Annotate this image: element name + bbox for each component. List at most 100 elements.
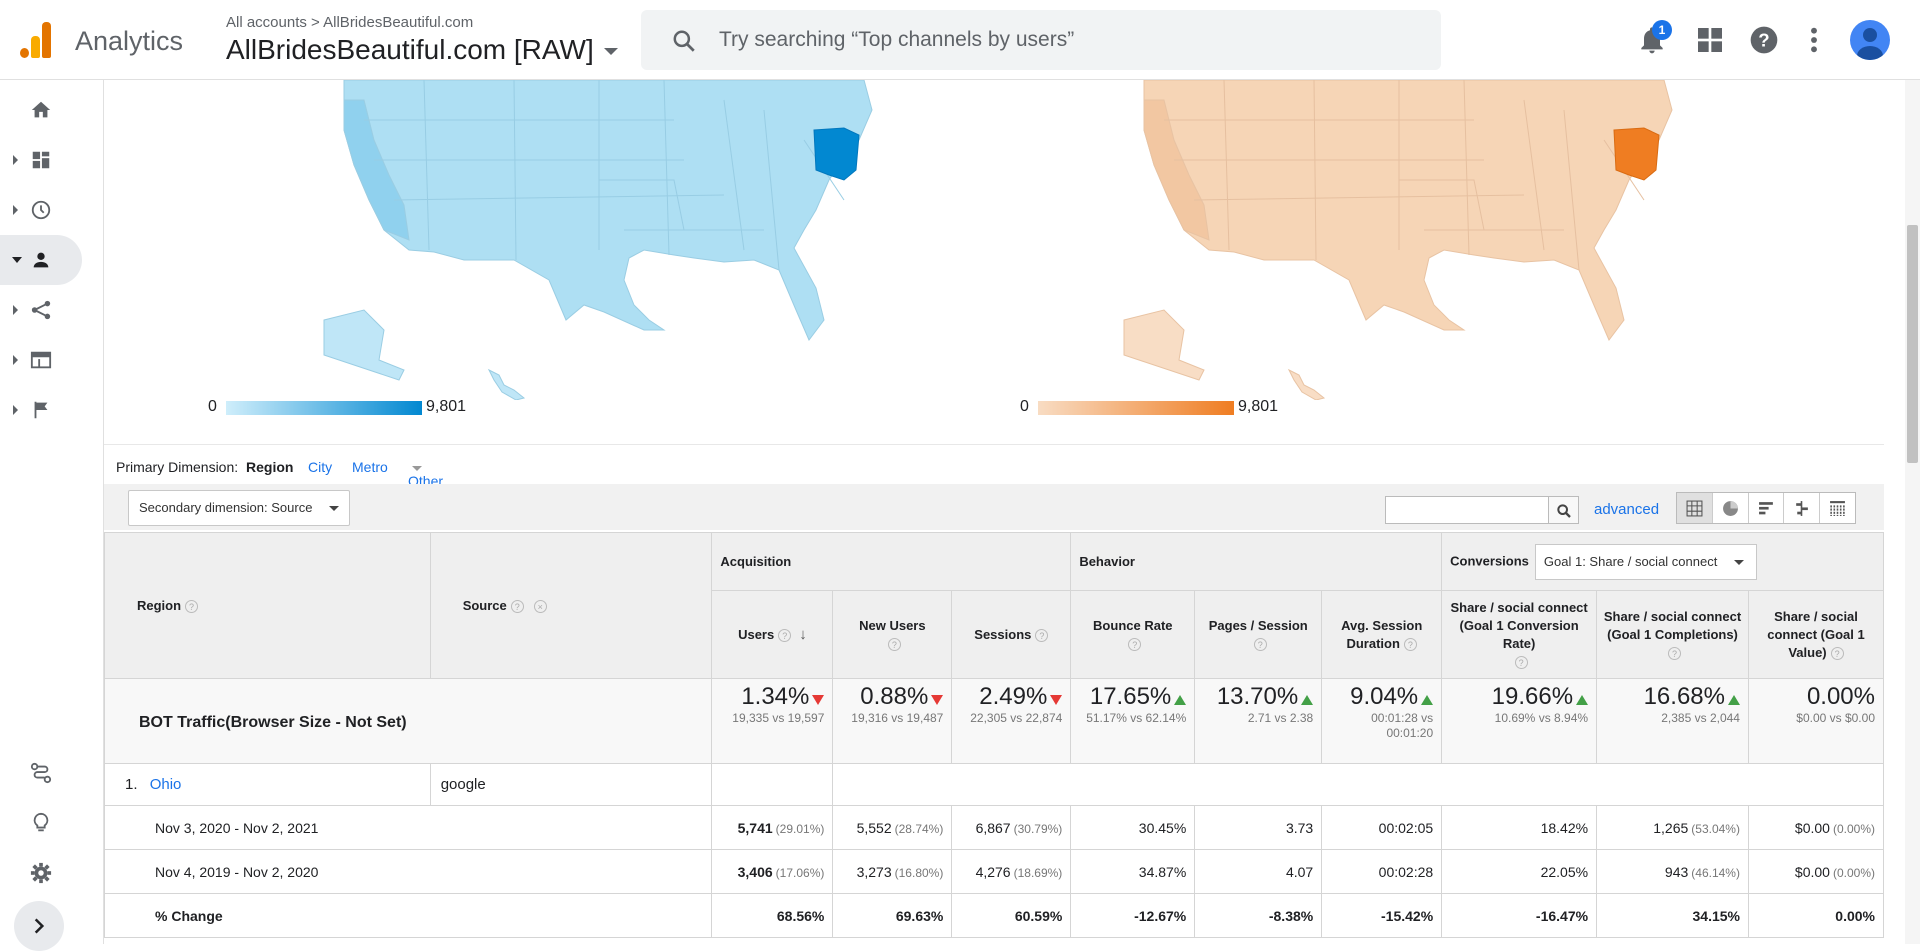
nav-realtime[interactable] — [0, 185, 82, 235]
dashboard-icon — [32, 151, 50, 169]
breadcrumb[interactable]: All accounts > AllBridesBeautiful.com — [226, 14, 474, 31]
search-input[interactable] — [719, 24, 1419, 56]
map-left-min: 0 — [208, 398, 217, 415]
users-map-current[interactable] — [204, 80, 1024, 400]
col-new-users[interactable]: New Users? — [832, 590, 953, 679]
users-map-previous[interactable] — [1004, 80, 1824, 400]
help-icon[interactable]: ? — [1253, 637, 1267, 651]
metric-value: 34.87% — [1138, 863, 1187, 880]
col-sessions[interactable]: Sessions? — [951, 590, 1072, 679]
table-filter-button[interactable] — [1549, 496, 1579, 524]
help-icon[interactable]: ? — [1128, 637, 1142, 651]
pie-view-button[interactable] — [1713, 493, 1749, 523]
secondary-dimension-select[interactable]: Secondary dimension: Source — [128, 490, 350, 526]
col-goal-value[interactable]: Share / social connect (Goal 1 Value)? — [1747, 590, 1884, 679]
compare-view-button[interactable] — [1784, 493, 1821, 523]
metric-cell: 30.45% — [1070, 805, 1196, 850]
help-icon[interactable]: ? — [1403, 637, 1417, 651]
nav-customization[interactable] — [0, 135, 82, 185]
col-goal-completions[interactable]: Share / social connect (Goal 1 Completio… — [1596, 590, 1749, 679]
nav-admin[interactable] — [0, 848, 82, 898]
nav-audience[interactable] — [0, 235, 82, 285]
metric-cell: 22.05% — [1441, 849, 1598, 894]
col-region[interactable]: Region? — [104, 532, 431, 679]
more-vert-icon[interactable] — [1798, 24, 1830, 56]
page-scrollbar[interactable] — [1905, 80, 1920, 944]
metric-cell: 00:02:05 — [1321, 805, 1443, 850]
help-icon[interactable]: ? — [778, 628, 792, 642]
nav-attribution[interactable] — [0, 748, 82, 798]
advanced-filter-link[interactable]: advanced — [1594, 501, 1660, 518]
dimension-city[interactable]: City — [308, 459, 333, 475]
metric-percent: (30.79%) — [1013, 821, 1063, 836]
account-avatar[interactable] — [1850, 20, 1890, 60]
apps-grid-icon[interactable] — [1694, 24, 1726, 56]
help-icon[interactable]: ? — [1830, 646, 1844, 660]
col-users[interactable]: Users? ↓ — [711, 590, 834, 679]
group-acquisition: Acquisition — [711, 532, 1072, 591]
scrollbar-thumb[interactable] — [1907, 225, 1918, 463]
period-label: Nov 4, 2019 - Nov 2, 2020 — [104, 849, 713, 894]
total-detail: 51.17% vs 62.14% — [1086, 711, 1187, 725]
map-hawaii — [487, 368, 526, 400]
property-selector[interactable]: AllBridesBeautiful.com [RAW] — [226, 34, 618, 66]
col-bounce-rate[interactable]: Bounce Rate? — [1070, 590, 1196, 679]
dimension-other[interactable]: Other — [408, 459, 443, 489]
table-view-button[interactable] — [1677, 493, 1713, 523]
map-left-legend-bar — [226, 401, 422, 415]
help-icon[interactable]: ? — [1668, 646, 1682, 660]
nav-discover[interactable] — [0, 798, 82, 848]
col-pages-session[interactable]: Pages / Session? — [1194, 590, 1323, 679]
metric-value: 00:02:28 — [1378, 863, 1434, 880]
nav-home[interactable] — [0, 85, 82, 135]
dimension-region[interactable]: Region — [246, 459, 294, 475]
collapse-arrow-icon — [12, 257, 22, 263]
col-avg-session-duration[interactable]: Avg. Session Duration? — [1321, 590, 1443, 679]
metric-cell: 4.07 — [1194, 849, 1323, 894]
remove-dimension-icon[interactable]: × — [533, 600, 547, 614]
notification-badge: 1 — [1652, 20, 1672, 40]
help-icon[interactable]: ? — [1748, 24, 1780, 56]
col-source[interactable]: Source? × — [429, 532, 713, 679]
metric-cell: 3,406 (17.06%) — [711, 849, 834, 894]
metric-value: $0.00 — [1794, 863, 1830, 880]
pivot-view-button[interactable] — [1820, 493, 1855, 523]
dimension-metro[interactable]: Metro — [352, 459, 388, 475]
table-filter-input[interactable] — [1385, 496, 1549, 524]
help-icon[interactable]: ? — [1514, 655, 1528, 669]
search-box[interactable] — [641, 10, 1441, 70]
sort-arrow-icon[interactable]: ↓ — [799, 625, 807, 643]
help-icon[interactable]: ? — [510, 600, 524, 614]
metric-value: 3,406 — [737, 863, 773, 880]
goal-select[interactable]: Goal 1: Share / social connect — [1534, 543, 1757, 580]
totals-label: BOT Traffic(Browser Size - Not Set) — [104, 678, 713, 764]
col-goal-conversion-rate[interactable]: Share / social connect (Goal 1 Conversio… — [1441, 590, 1598, 679]
trend-icon — [1050, 695, 1063, 706]
row-region-link[interactable]: Ohio — [149, 776, 182, 793]
total-detail: 22,305 vs 22,874 — [970, 711, 1063, 725]
help-icon[interactable]: ? — [1035, 628, 1049, 642]
metric-cell: 1,265 (53.04%) — [1596, 805, 1749, 850]
total-cell: 16.68% 2,385 vs 2,044 — [1596, 678, 1749, 764]
analytics-logo[interactable] — [20, 22, 52, 58]
help-icon[interactable]: ? — [185, 600, 199, 614]
metric-value: 1,265 — [1653, 819, 1689, 836]
map-alaska — [1123, 309, 1205, 381]
total-value: 19.66% — [1491, 683, 1574, 710]
view-switcher — [1676, 492, 1856, 524]
nav-conversions[interactable] — [0, 385, 82, 435]
period-label: Nov 3, 2020 - Nov 2, 2021 — [104, 805, 713, 850]
metric-percent: (46.14%) — [1691, 865, 1740, 880]
expand-sidebar-button[interactable] — [14, 901, 64, 951]
metric-percent: (17.06%) — [775, 865, 825, 880]
map-hawaii — [1287, 368, 1326, 400]
nav-acquisition[interactable] — [0, 285, 82, 335]
chevron-right-icon — [34, 918, 45, 934]
nav-behavior[interactable] — [0, 335, 82, 385]
total-value: 16.68% — [1643, 683, 1725, 710]
bar-view-button[interactable] — [1749, 493, 1785, 523]
metric-percent: (29.01%) — [775, 821, 825, 836]
help-icon[interactable]: ? — [887, 637, 901, 651]
metric-value: 22.05% — [1540, 863, 1589, 880]
total-value: 1.34% — [741, 683, 810, 710]
